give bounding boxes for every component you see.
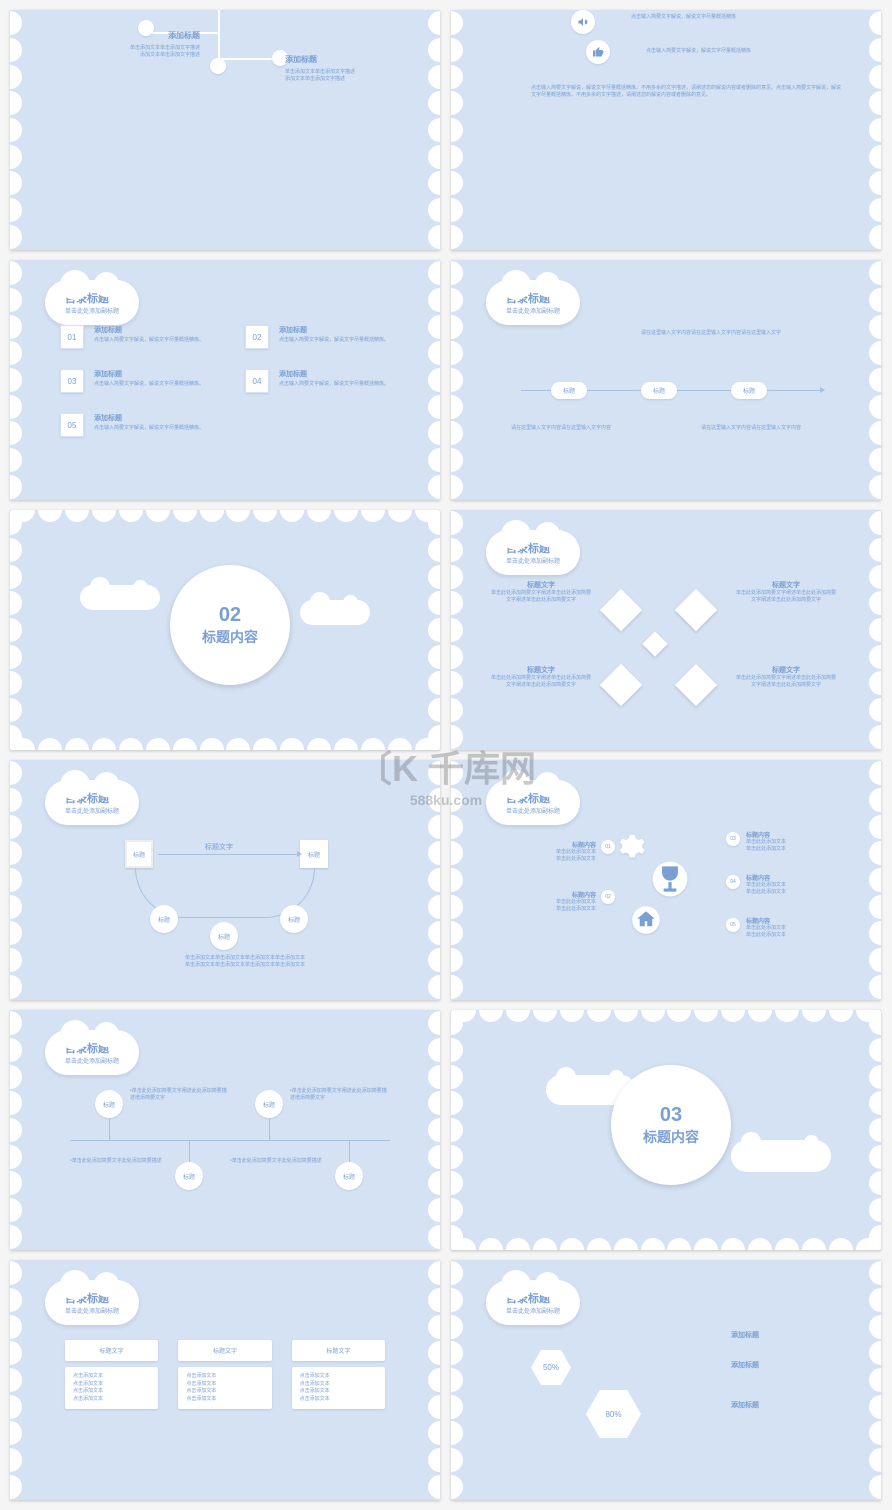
thumbs-up-icon xyxy=(586,40,610,64)
s4-top: 请在这里输入文字内容请在这里输入文字内容请在这里输入文字 xyxy=(601,330,821,337)
s3-title: 目录标题 xyxy=(65,290,119,306)
s4-right: 请在这里输入文字内容请在这里输入文字内容 xyxy=(701,425,841,432)
s4-pill1: 标题 xyxy=(551,382,587,399)
s5-title: 标题内容 xyxy=(202,627,258,647)
s4-left: 请在这里输入文字内容请在这里输入文字内容 xyxy=(511,425,651,432)
slide-10: 03 标题内容 xyxy=(451,1010,881,1250)
s2-para: 点击输入简要文字解说，解说文字尽量概括精炼。不用多余的文字描述，请阐述您的解说内… xyxy=(531,85,841,99)
home-icon xyxy=(631,905,661,935)
trophy-icon xyxy=(651,860,689,898)
num-01: 01 xyxy=(60,325,84,349)
slide-7: 目录标题 单击此处添加副标题 标题文字 标题 标题 标题 标题 标题 单击添加文… xyxy=(10,760,440,1000)
speaker-icon xyxy=(571,10,595,34)
num-04: 04 xyxy=(245,369,269,393)
s2-line2: 点击输入简要文字解说，解说文字尽量概括精炼 xyxy=(646,48,751,55)
slide-6: 目录标题 单击此处添加副标题 标题文字单击此处添加简要文字阐述单击此处添加简要文… xyxy=(451,510,881,750)
s5-num: 02 xyxy=(219,604,241,627)
s1-title1: 添加标题 xyxy=(70,30,200,41)
slide-3: 目录标题 单击此处添加副标题 01添加标题点击输入简要文字解说，解说文字尽量概括… xyxy=(10,260,440,500)
slide-12: 目录标题 单击此处添加副标题 50% 80% 添加标题 添加标题 添加标题 xyxy=(451,1260,881,1500)
slide-4: 目录标题 单击此处添加副标题 请在这里输入文字内容请在这里输入文字内容请在这里输… xyxy=(451,260,881,500)
s4-pill3: 标题 xyxy=(731,382,767,399)
num-05: 05 xyxy=(60,413,84,437)
gear-icon xyxy=(616,830,646,860)
s3-sub: 单击此处添加副标题 xyxy=(65,306,119,315)
slide-5: 02 标题内容 xyxy=(10,510,440,750)
s4-pill2: 标题 xyxy=(641,382,677,399)
slide-2: 点击输入简要文字解说，解说文字尽量概括精炼 点击输入简要文字解说，解说文字尽量概… xyxy=(451,10,881,250)
num-02: 02 xyxy=(245,325,269,349)
s1-desc2: 单击添加文本单击添加文字描述 添加文本单击添加文字描述 xyxy=(285,69,415,83)
slide-8: 目录标题 单击此处添加副标题 标题内容 单击此处添加文本 单击此处添加文本 01… xyxy=(451,760,881,1000)
slide-1: 添加标题 单击添加文本单击添加文字描述 添加文本单击添加文字描述 添加标题 单击… xyxy=(10,10,440,250)
num-03: 03 xyxy=(60,369,84,393)
s1-title2: 添加标题 xyxy=(285,54,415,65)
s2-line1: 点击输入简要文字解说，解说文字尽量概括精炼 xyxy=(631,14,736,21)
slide-9: 目录标题 单击此处添加副标题 标题 •单击此处添加简要文字阐述此处添加简要描述增… xyxy=(10,1010,440,1250)
s1-desc1: 单击添加文本单击添加文字描述 添加文本单击添加文字描述 xyxy=(70,45,200,59)
slide-11: 目录标题 单击此处添加副标题 标题文字 点击添加文本点击添加文本点击添加文本点击… xyxy=(10,1260,440,1500)
